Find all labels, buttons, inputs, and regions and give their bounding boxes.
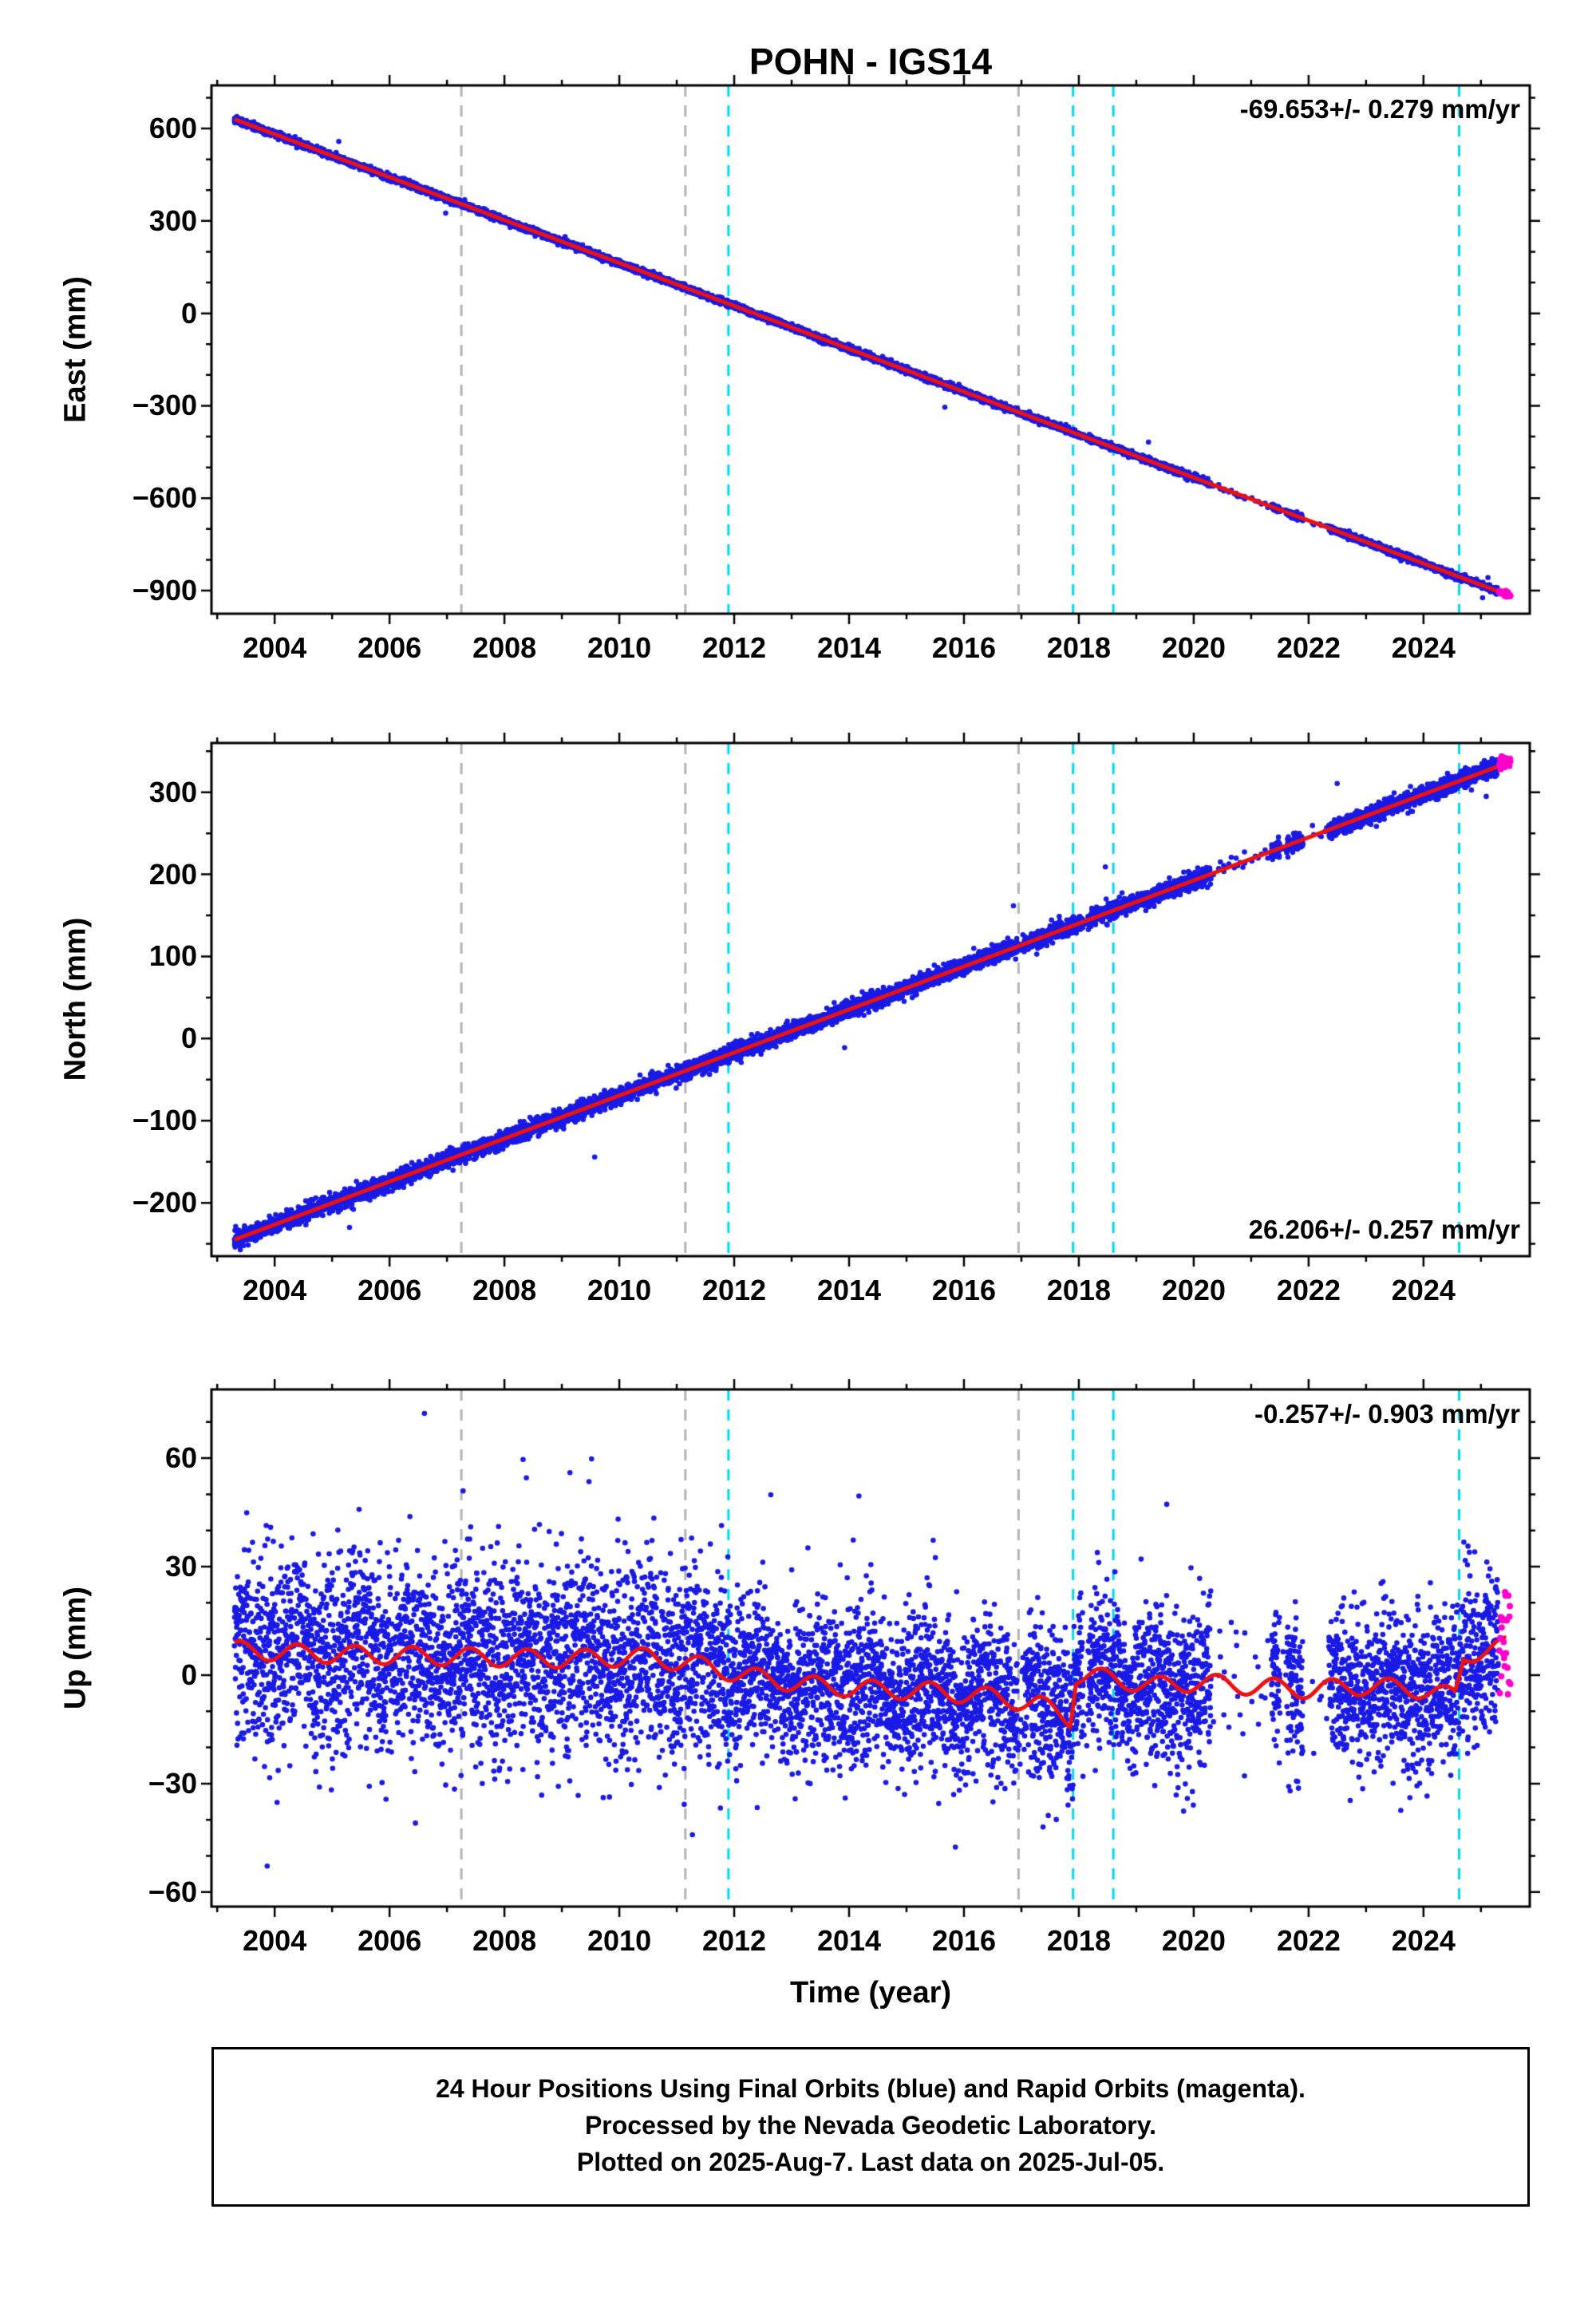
y-tick-label: 0: [180, 296, 197, 330]
x-tick-label: 2024: [1391, 1924, 1456, 1957]
x-tick-label: 2008: [472, 1924, 537, 1957]
x-tick-label: 2012: [701, 1924, 767, 1957]
x-tick-label: 2006: [358, 1274, 422, 1306]
y-axis-label-east: East (mm): [58, 276, 93, 423]
y-axis-label-north: North (mm): [58, 917, 93, 1081]
x-tick-label: 2018: [1046, 1274, 1111, 1306]
x-tick-label: 2014: [816, 1274, 882, 1306]
y-tick-label: 200: [148, 857, 197, 891]
footer-caption-box: 24 Hour Positions Using Final Orbits (bl…: [211, 2047, 1530, 2207]
x-tick-label: 2006: [358, 631, 422, 664]
x-tick-label: 2008: [472, 1274, 537, 1306]
y-tick-label: −900: [132, 574, 197, 607]
y-tick-label: 30: [164, 1550, 197, 1583]
x-tick-label: 2022: [1276, 631, 1341, 664]
x-tick-label: 2014: [816, 1924, 882, 1957]
x-tick-label: 2022: [1276, 1274, 1341, 1306]
y-tick-label: −200: [132, 1186, 197, 1219]
x-tick-label: 2018: [1046, 1924, 1111, 1957]
x-tick-label: 2024: [1391, 631, 1456, 664]
y-tick-label: 0: [180, 1658, 197, 1691]
x-tick-label: 2012: [701, 1274, 767, 1306]
page-title: POHN - IGS14: [749, 41, 993, 82]
x-axis-label: Time (year): [789, 1976, 952, 2010]
y-tick-label: −100: [132, 1104, 197, 1137]
rate-annotation-north: 26.206+/- 0.257 mm/yr: [1248, 1215, 1520, 1244]
y-tick-label: 300: [148, 204, 197, 237]
x-tick-label: 2016: [931, 1274, 997, 1306]
x-tick-label: 2010: [587, 1924, 652, 1957]
x-tick-label: 2014: [816, 631, 882, 664]
x-tick-label: 2012: [701, 631, 767, 664]
x-tick-label: 2020: [1161, 1924, 1226, 1957]
y-tick-label: −600: [132, 481, 197, 515]
y-tick-label: −60: [148, 1875, 197, 1908]
x-tick-label: 2008: [472, 631, 537, 664]
rate-annotation-east: -69.653+/- 0.279 mm/yr: [1239, 94, 1520, 124]
x-tick-label: 2020: [1161, 1274, 1226, 1306]
x-tick-label: 2024: [1391, 1274, 1456, 1306]
y-axis-label-up: Up (mm): [58, 1586, 93, 1710]
footer-line-1: 24 Hour Positions Using Final Orbits (bl…: [436, 2074, 1306, 2103]
y-tick-label: −30: [148, 1766, 197, 1800]
x-tick-label: 2018: [1046, 631, 1111, 664]
rate-annotation-up: -0.257+/- 0.903 mm/yr: [1254, 1399, 1520, 1429]
x-tick-label: 2022: [1276, 1924, 1341, 1957]
x-tick-label: 2020: [1161, 631, 1226, 664]
y-tick-label: 60: [164, 1441, 197, 1475]
x-tick-label: 2010: [587, 1274, 652, 1306]
y-tick-label: −300: [132, 389, 197, 422]
y-tick-label: 600: [148, 112, 197, 145]
y-tick-label: 300: [148, 775, 197, 808]
x-tick-label: 2004: [243, 1274, 307, 1306]
y-tick-label: 0: [180, 1022, 197, 1055]
footer-line-2: Processed by the Nevada Geodetic Laborat…: [584, 2111, 1157, 2140]
x-tick-label: 2016: [931, 631, 997, 664]
x-tick-label: 2004: [243, 631, 307, 664]
footer-line-3: Plotted on 2025-Aug-7. Last data on 2025…: [576, 2148, 1165, 2176]
x-tick-label: 2006: [358, 1924, 422, 1957]
x-tick-label: 2016: [931, 1924, 997, 1957]
x-tick-label: 2010: [587, 631, 652, 664]
y-tick-label: 100: [148, 939, 197, 973]
x-tick-label: 2004: [243, 1924, 307, 1957]
